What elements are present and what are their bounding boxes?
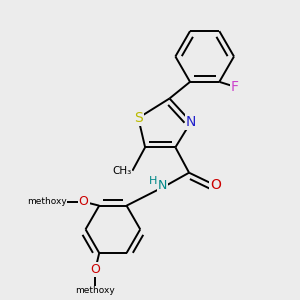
Text: F: F [231, 80, 239, 94]
Text: CH₃: CH₃ [112, 166, 131, 176]
Text: N: N [186, 115, 196, 129]
Text: methoxy: methoxy [75, 286, 115, 295]
Text: O: O [210, 178, 221, 192]
Text: methoxy: methoxy [27, 197, 67, 206]
Text: N: N [158, 179, 167, 192]
Text: S: S [134, 111, 143, 125]
Text: O: O [79, 195, 88, 208]
Text: H: H [149, 176, 157, 185]
Text: O: O [90, 263, 100, 276]
